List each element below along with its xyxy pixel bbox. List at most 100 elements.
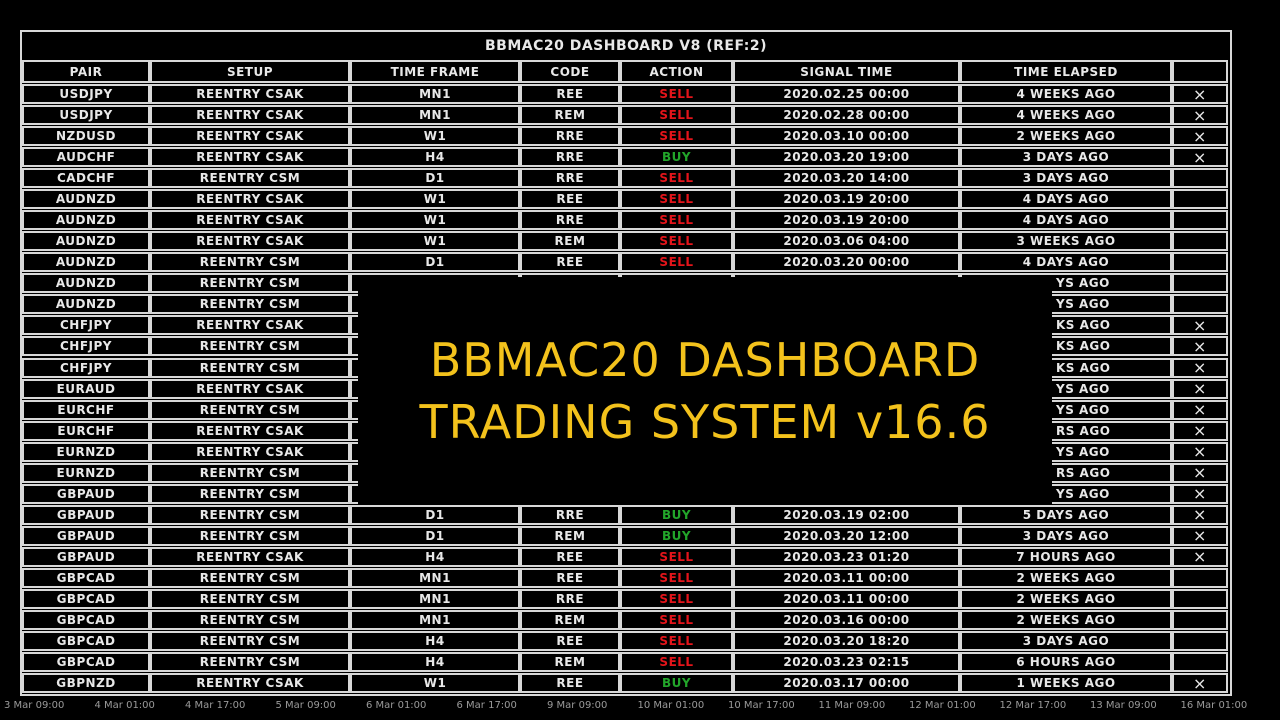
table-cell: RRE [520, 210, 620, 231]
close-button[interactable]: × [1172, 126, 1228, 147]
table-cell: REENTRY CSM [150, 336, 350, 357]
table-cell: REE [520, 567, 620, 588]
table-cell: 2 WEEKS AGO [960, 126, 1172, 147]
table-cell: GBPAUD [22, 546, 150, 567]
table-cell: REM [520, 105, 620, 126]
table-cell: 1 WEEKS AGO [960, 673, 1172, 694]
table-cell: GBPCAD [22, 610, 150, 630]
table-cell: MN1 [350, 84, 520, 104]
close-button[interactable]: × [1172, 105, 1228, 126]
close-button[interactable]: × [1172, 399, 1228, 420]
table-cell: REENTRY CSM [150, 294, 350, 315]
axis-label: 11 Mar 09:00 [818, 700, 886, 711]
close-button[interactable]: × [1172, 357, 1228, 378]
action-cell: SELL [620, 631, 733, 652]
table-cell: CHFJPY [22, 336, 150, 357]
axis-label: 6 Mar 01:00 [366, 700, 427, 711]
action-cell: SELL [620, 252, 733, 273]
table-cell: 3 DAYS AGO [960, 631, 1172, 652]
axis-label: 9 Mar 09:00 [547, 700, 608, 711]
table-cell: 4 WEEKS AGO [960, 84, 1172, 104]
table-cell: 3 WEEKS AGO [960, 231, 1172, 252]
close-button[interactable]: × [1172, 504, 1228, 525]
table-cell: GBPCAD [22, 567, 150, 588]
close-button[interactable]: × [1172, 420, 1228, 441]
table-cell: 6 HOURS AGO [960, 652, 1172, 673]
close-button[interactable]: × [1172, 546, 1228, 567]
table-cell: MN1 [350, 610, 520, 630]
close-button[interactable]: × [1172, 483, 1228, 504]
table-cell: GBPCAD [22, 652, 150, 673]
close-button[interactable]: × [1172, 147, 1228, 168]
close-button[interactable]: × [1172, 336, 1228, 357]
table-cell: 2020.03.19 20:00 [733, 210, 960, 231]
axis-label: 13 Mar 09:00 [1090, 700, 1157, 711]
table-cell: USDJPY [22, 84, 150, 104]
table-cell: 2020.02.28 00:00 [733, 105, 960, 126]
column-header: PAIR [22, 60, 150, 83]
empty-cell [1172, 168, 1228, 189]
table-cell: CADCHF [22, 168, 150, 189]
close-button[interactable]: × [1172, 378, 1228, 399]
table-cell: 4 DAYS AGO [960, 252, 1172, 273]
axis-label: 16 Mar 01:00 [1180, 700, 1248, 711]
table-cell: D1 [350, 168, 520, 189]
action-cell: SELL [620, 168, 733, 189]
table-cell: REENTRY CSAK [150, 420, 350, 441]
action-cell: SELL [620, 610, 733, 630]
table-cell: W1 [350, 189, 520, 210]
close-button[interactable]: × [1172, 462, 1228, 483]
table-cell: 2020.03.20 12:00 [733, 525, 960, 546]
table-cell: 2020.03.20 00:00 [733, 252, 960, 273]
action-cell: SELL [620, 189, 733, 210]
table-cell: W1 [350, 126, 520, 147]
table-cell: REENTRY CSAK [150, 147, 350, 168]
action-cell: SELL [620, 105, 733, 126]
table-cell: REENTRY CSAK [150, 105, 350, 126]
table-cell: REENTRY CSAK [150, 231, 350, 252]
table-cell: D1 [350, 252, 520, 273]
table-cell: REENTRY CSM [150, 252, 350, 273]
table-cell: REENTRY CSAK [150, 673, 350, 694]
close-button[interactable]: × [1172, 84, 1228, 104]
table-cell: 2020.03.16 00:00 [733, 610, 960, 630]
table-cell: EURNZD [22, 441, 150, 462]
table-cell: RRE [520, 126, 620, 147]
table-cell: MN1 [350, 588, 520, 609]
close-button[interactable]: × [1172, 441, 1228, 462]
close-button[interactable]: × [1172, 315, 1228, 336]
table-cell: AUDCHF [22, 147, 150, 168]
table-cell: RRE [520, 504, 620, 525]
table-cell: REE [520, 252, 620, 273]
table-cell: AUDNZD [22, 294, 150, 315]
table-cell: REENTRY CSM [150, 462, 350, 483]
column-header: CODE [520, 60, 620, 83]
table-cell: 2020.03.19 20:00 [733, 189, 960, 210]
axis-label: 10 Mar 17:00 [728, 700, 795, 711]
close-button[interactable]: × [1172, 525, 1228, 546]
action-cell: SELL [620, 210, 733, 231]
table-cell: REM [520, 610, 620, 630]
axis-label: 12 Mar 01:00 [909, 700, 976, 711]
table-cell: NZDUSD [22, 126, 150, 147]
close-button[interactable]: × [1172, 673, 1228, 694]
table-cell: W1 [350, 210, 520, 231]
table-cell: REENTRY CSM [150, 399, 350, 420]
table-cell: REENTRY CSAK [150, 315, 350, 336]
table-cell: GBPCAD [22, 631, 150, 652]
axis-label: 6 Mar 17:00 [456, 700, 517, 711]
table-cell: GBPNZD [22, 673, 150, 694]
axis-label: 10 Mar 01:00 [637, 700, 705, 711]
action-cell: SELL [620, 126, 733, 147]
table-cell: REENTRY CSM [150, 168, 350, 189]
table-cell: REENTRY CSAK [150, 546, 350, 567]
action-cell: SELL [620, 567, 733, 588]
table-cell: REM [520, 652, 620, 673]
table-cell: REE [520, 84, 620, 104]
table-cell: REE [520, 546, 620, 567]
table-cell: 2020.03.23 01:20 [733, 546, 960, 567]
action-cell: SELL [620, 231, 733, 252]
empty-cell [1172, 567, 1228, 588]
table-cell: REENTRY CSM [150, 652, 350, 673]
